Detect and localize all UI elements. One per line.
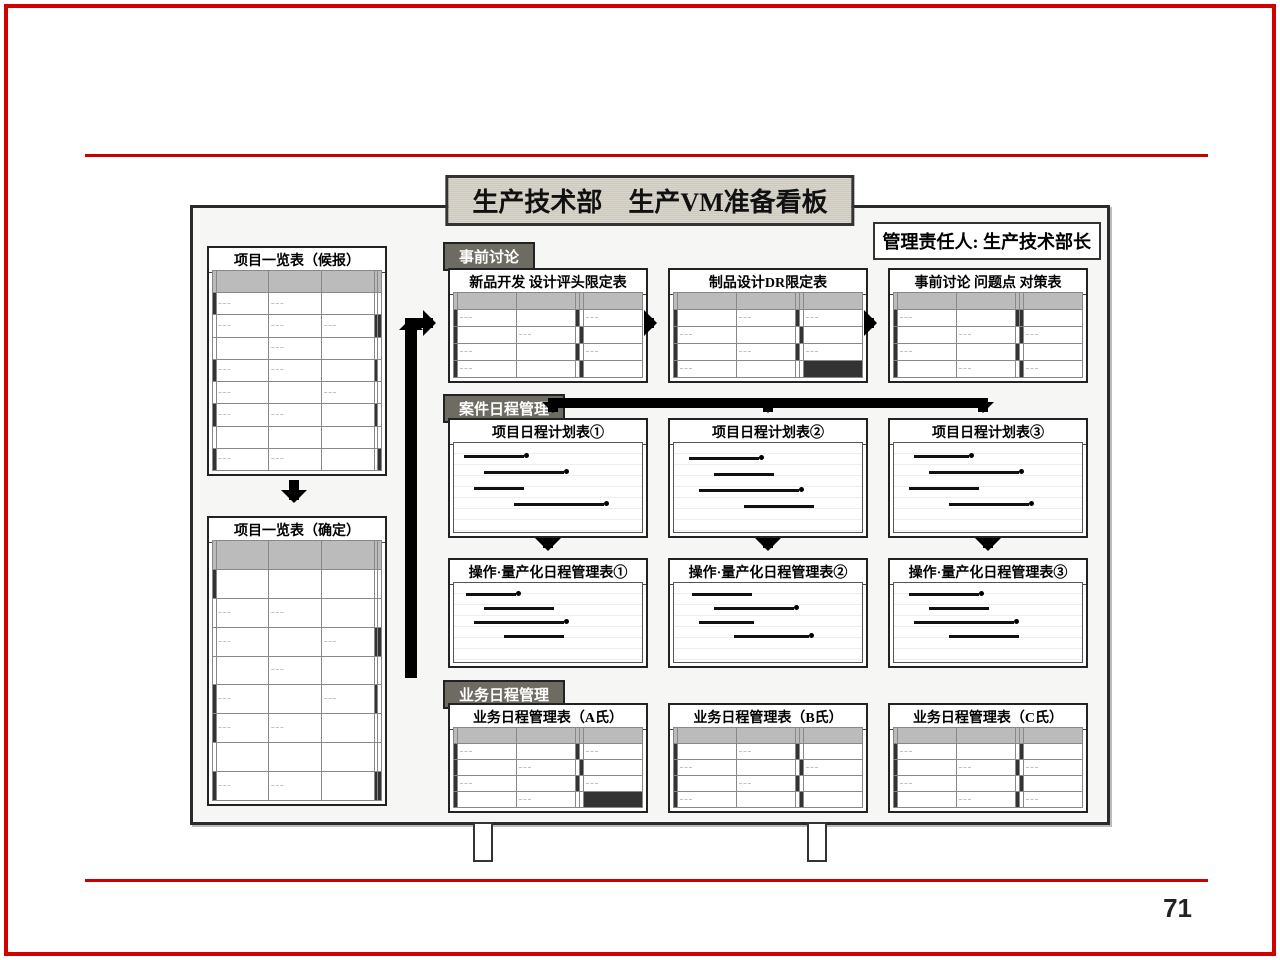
panel-row3-3: 操作·量产化日程管理表③ — [888, 558, 1088, 668]
arrow-right-icon — [868, 318, 874, 328]
panel-row3-2: 操作·量产化日程管理表② — [668, 558, 868, 668]
panel-row4-3: 业务日程管理表（C氏） — [888, 703, 1088, 813]
responsible-box: 管理责任人: 生产技术部长 — [873, 222, 1102, 260]
panel-confirmed-list: 项目一览表（确定） — [207, 516, 387, 806]
rule-bottom — [85, 879, 1208, 882]
gantt-body — [453, 442, 643, 533]
panel-row1-1: 新品开发 设计评头限定表 — [448, 268, 648, 383]
panel-candidate-list: 项目一览表（候报） — [207, 246, 387, 476]
rule-top — [85, 154, 1208, 157]
board-leg — [473, 822, 493, 862]
board-leg — [807, 822, 827, 862]
board-title: 生产技术部 生产VM准备看板 — [445, 175, 854, 226]
mini-table — [212, 270, 382, 471]
page-number: 71 — [1163, 893, 1192, 924]
panel-row3-1: 操作·量产化日程管理表① — [448, 558, 648, 668]
panel-row1-3: 事前讨论 问题点 对策表 — [888, 268, 1088, 383]
arrow-down-icon — [289, 480, 299, 500]
panel-row1-2: 制品设计DR限定表 — [668, 268, 868, 383]
connector-horizontal — [553, 398, 983, 408]
kanban-board: 生产技术部 生产VM准备看板 管理责任人: 生产技术部长 事前讨论 案件日程管理… — [190, 205, 1110, 825]
panel-row2-1: 项目日程计划表① — [448, 418, 648, 538]
arrow-down-icon — [763, 540, 773, 548]
arrow-right-icon — [415, 318, 433, 328]
panel-row4-2: 业务日程管理表（B氏） — [668, 703, 868, 813]
mini-table — [212, 540, 382, 801]
panel-row2-3: 项目日程计划表③ — [888, 418, 1088, 538]
arrow-right-icon — [648, 318, 654, 328]
section-tag-review: 事前讨论 — [443, 242, 535, 271]
arrow-down-icon — [543, 540, 553, 548]
connector-vertical — [405, 318, 417, 678]
panel-row4-1: 业务日程管理表（A氏） — [448, 703, 648, 813]
panel-row2-2: 项目日程计划表② — [668, 418, 868, 538]
arrow-down-icon — [983, 540, 993, 548]
